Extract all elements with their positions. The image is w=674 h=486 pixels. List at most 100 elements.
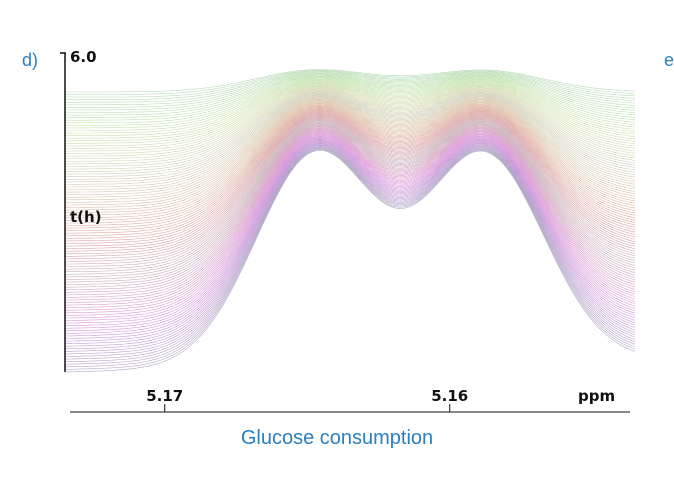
spectrum-trace (65, 73, 636, 108)
spectrum-trace (65, 102, 636, 208)
spectrum-trace (64, 121, 636, 273)
y-tick-label-top: 6.0 (70, 48, 97, 66)
spectrum-trace (64, 140, 636, 339)
spectrum-trace (64, 124, 636, 283)
spectrum-trace (65, 122, 636, 278)
spectrum-trace (65, 86, 636, 152)
spectrum-trace (64, 133, 636, 316)
spectrum-trace (64, 149, 636, 370)
panel-label-e: e (664, 50, 674, 70)
spectrum-trace (65, 80, 636, 131)
spectrum-trace (65, 125, 636, 288)
spectrum-trace (64, 139, 636, 337)
spectrum-trace (64, 112, 636, 242)
spectrum-trace (64, 93, 636, 178)
spectrum-trace (65, 90, 636, 167)
spectrum-trace (65, 96, 636, 188)
spectrum-trace (65, 101, 636, 206)
spectrum-trace (64, 141, 636, 344)
spectrum-trace (65, 99, 636, 198)
spectrum-trace (65, 127, 636, 296)
spectrum-trace (64, 105, 636, 219)
spectrum-trace (65, 94, 636, 180)
spectrum-trace (64, 147, 636, 365)
spectrum-trace (64, 91, 636, 170)
spectrum-trace (64, 126, 636, 291)
spectrum-trace (64, 135, 636, 321)
spectrum-trace (64, 149, 636, 373)
spectrum-trace (65, 136, 636, 326)
spectrum-trace (65, 104, 636, 216)
spectrum-trace (65, 124, 636, 285)
x-ticks: 5.17 5.16 (146, 387, 468, 412)
spectrum-trace (65, 81, 636, 136)
spectrum-trace (65, 138, 636, 334)
spectrum-trace (64, 98, 636, 193)
spectrum-trace (65, 78, 636, 126)
spectrum-trace (65, 83, 636, 142)
spectrum-trace (64, 109, 636, 234)
spectrum-trace (64, 95, 636, 185)
spectrum-trace (65, 87, 636, 157)
spectrum-trace (65, 118, 636, 262)
spectrum-trace (65, 88, 636, 160)
x-tick-label: 5.17 (146, 387, 183, 405)
spectrum-trace (64, 143, 636, 350)
spectrum-trace (65, 92, 636, 172)
nmr-waterfall-chart: 6.0 t(h) 5.17 5.16 ppm (60, 48, 636, 413)
spectrum-trace (65, 112, 636, 244)
spectrum-trace (65, 84, 636, 147)
spectrum-trace (65, 109, 636, 231)
spectrum-trace (65, 146, 636, 360)
spectrum-trace (65, 106, 636, 221)
spectrum-trace (65, 104, 636, 213)
x-axis-label: ppm (578, 387, 615, 405)
spectrum-trace (65, 98, 636, 195)
x-tick-label: 5.16 (431, 387, 468, 405)
spectrum-trace (65, 101, 636, 203)
spectrum-trace (64, 135, 636, 324)
figure-caption: Glucose consumption (240, 427, 434, 449)
spectrum-trace (64, 138, 636, 332)
spectrum-trace (65, 113, 636, 247)
spectrum-trace (65, 89, 636, 165)
spectrum-trace (65, 108, 636, 229)
spectrum-trace (64, 107, 636, 226)
spectrum-trace (65, 72, 636, 103)
spectrum-trace (64, 116, 636, 257)
spectrum-trace (64, 117, 636, 260)
spectrum-trace (65, 75, 636, 113)
spectrum-trace (64, 119, 636, 267)
spectrum-trace (65, 120, 636, 270)
spectrum-trace (64, 77, 636, 121)
spectrum-trace (65, 84, 636, 144)
spectrum-trace (65, 115, 636, 252)
panel-label-d: d) (22, 50, 39, 70)
spectrum-trace (65, 82, 636, 139)
spectrum-trace (64, 146, 636, 362)
spectrum-trace (65, 85, 636, 149)
spectrum-trace (65, 110, 636, 237)
spectrum-trace (64, 100, 636, 201)
spectrum-trace (65, 75, 636, 116)
spectrum-trace (65, 103, 636, 211)
spectrum-trace (64, 132, 636, 314)
spectrum-trace (65, 71, 636, 100)
spectrum-trace (65, 129, 636, 301)
spectrum-trace (65, 89, 636, 162)
spectrum-trace (65, 97, 636, 190)
spectrum-trace (65, 111, 636, 239)
spectrum-trace (65, 106, 636, 224)
spectrum-trace (65, 123, 636, 280)
spectrum-trace (65, 132, 636, 311)
spectrum-trace (64, 131, 636, 309)
y-axis-label: t(h) (70, 208, 102, 226)
spectrum-trace (65, 144, 636, 352)
spectrum-trace (64, 118, 636, 265)
spectrum-trace (65, 134, 636, 319)
spectrum-trace (65, 73, 636, 106)
spectrum-trace (65, 141, 636, 342)
spectrum-trace (65, 70, 636, 98)
spectrum-trace (64, 144, 636, 355)
spectrum-trace (65, 95, 636, 183)
